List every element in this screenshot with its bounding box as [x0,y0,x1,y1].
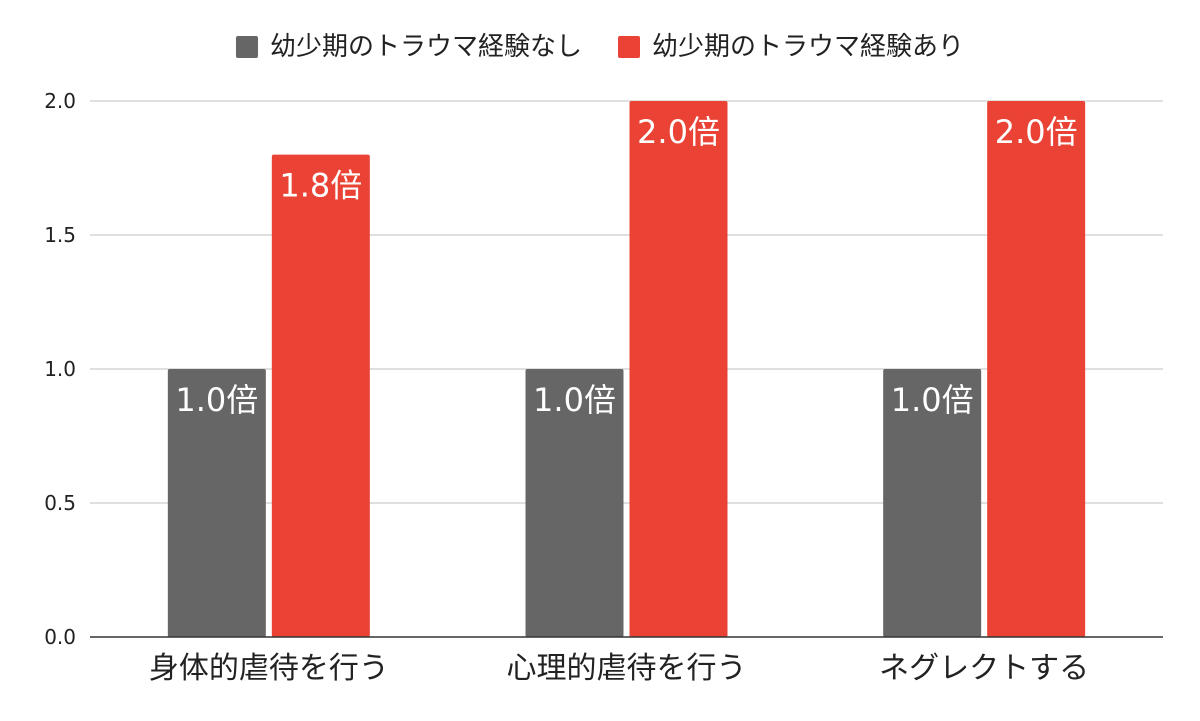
data-label: 2.0倍 [995,113,1078,151]
bar-series0-1 [525,369,624,637]
bar-series0-0 [167,369,266,637]
x-category-label: 身体的虐待を行う [149,651,389,686]
legend-swatch [235,36,258,58]
y-tick-label: 0.5 [44,491,76,515]
y-tick-label: 1.5 [44,223,76,247]
y-tick-label: 1.0 [44,357,76,381]
legend-label: 幼少期のトラウマ経験なし [270,32,582,62]
x-category-label: 心理的虐待を行う [507,651,747,686]
legend: 幼少期のトラウマ経験なし 幼少期のトラウマ経験あり [235,32,964,62]
bar-series1-0 [271,154,370,637]
data-label: 1.0倍 [533,381,616,419]
grid-lines [90,100,1163,504]
bar-series1-2 [987,101,1086,637]
legend-item: 幼少期のトラウマ経験あり [618,32,964,62]
x-category-label: ネグレクトする [879,651,1089,686]
y-tick-label: 2.0 [44,89,76,113]
legend-item: 幼少期のトラウマ経験なし [235,32,582,62]
bar-series1-1 [629,101,728,637]
bars [167,101,1086,637]
legend-label: 幼少期のトラウマ経験あり [652,32,964,62]
bar-series0-2 [883,369,982,637]
axes: 0.0 0.5 1.0 1.5 2.0 身体的虐待を行う 心理的虐待を行う ネグレクトする [44,89,1163,686]
data-label: 1.0倍 [891,381,974,419]
y-tick-label: 0.0 [44,625,76,649]
data-label: 1.8倍 [279,167,362,205]
data-label: 1.0倍 [175,381,258,419]
data-label: 2.0倍 [637,113,720,151]
legend-swatch [618,36,640,58]
labels: 1.0倍 1.8倍 1.0倍 2.0倍 1.0倍 2.0倍 [175,113,1077,419]
